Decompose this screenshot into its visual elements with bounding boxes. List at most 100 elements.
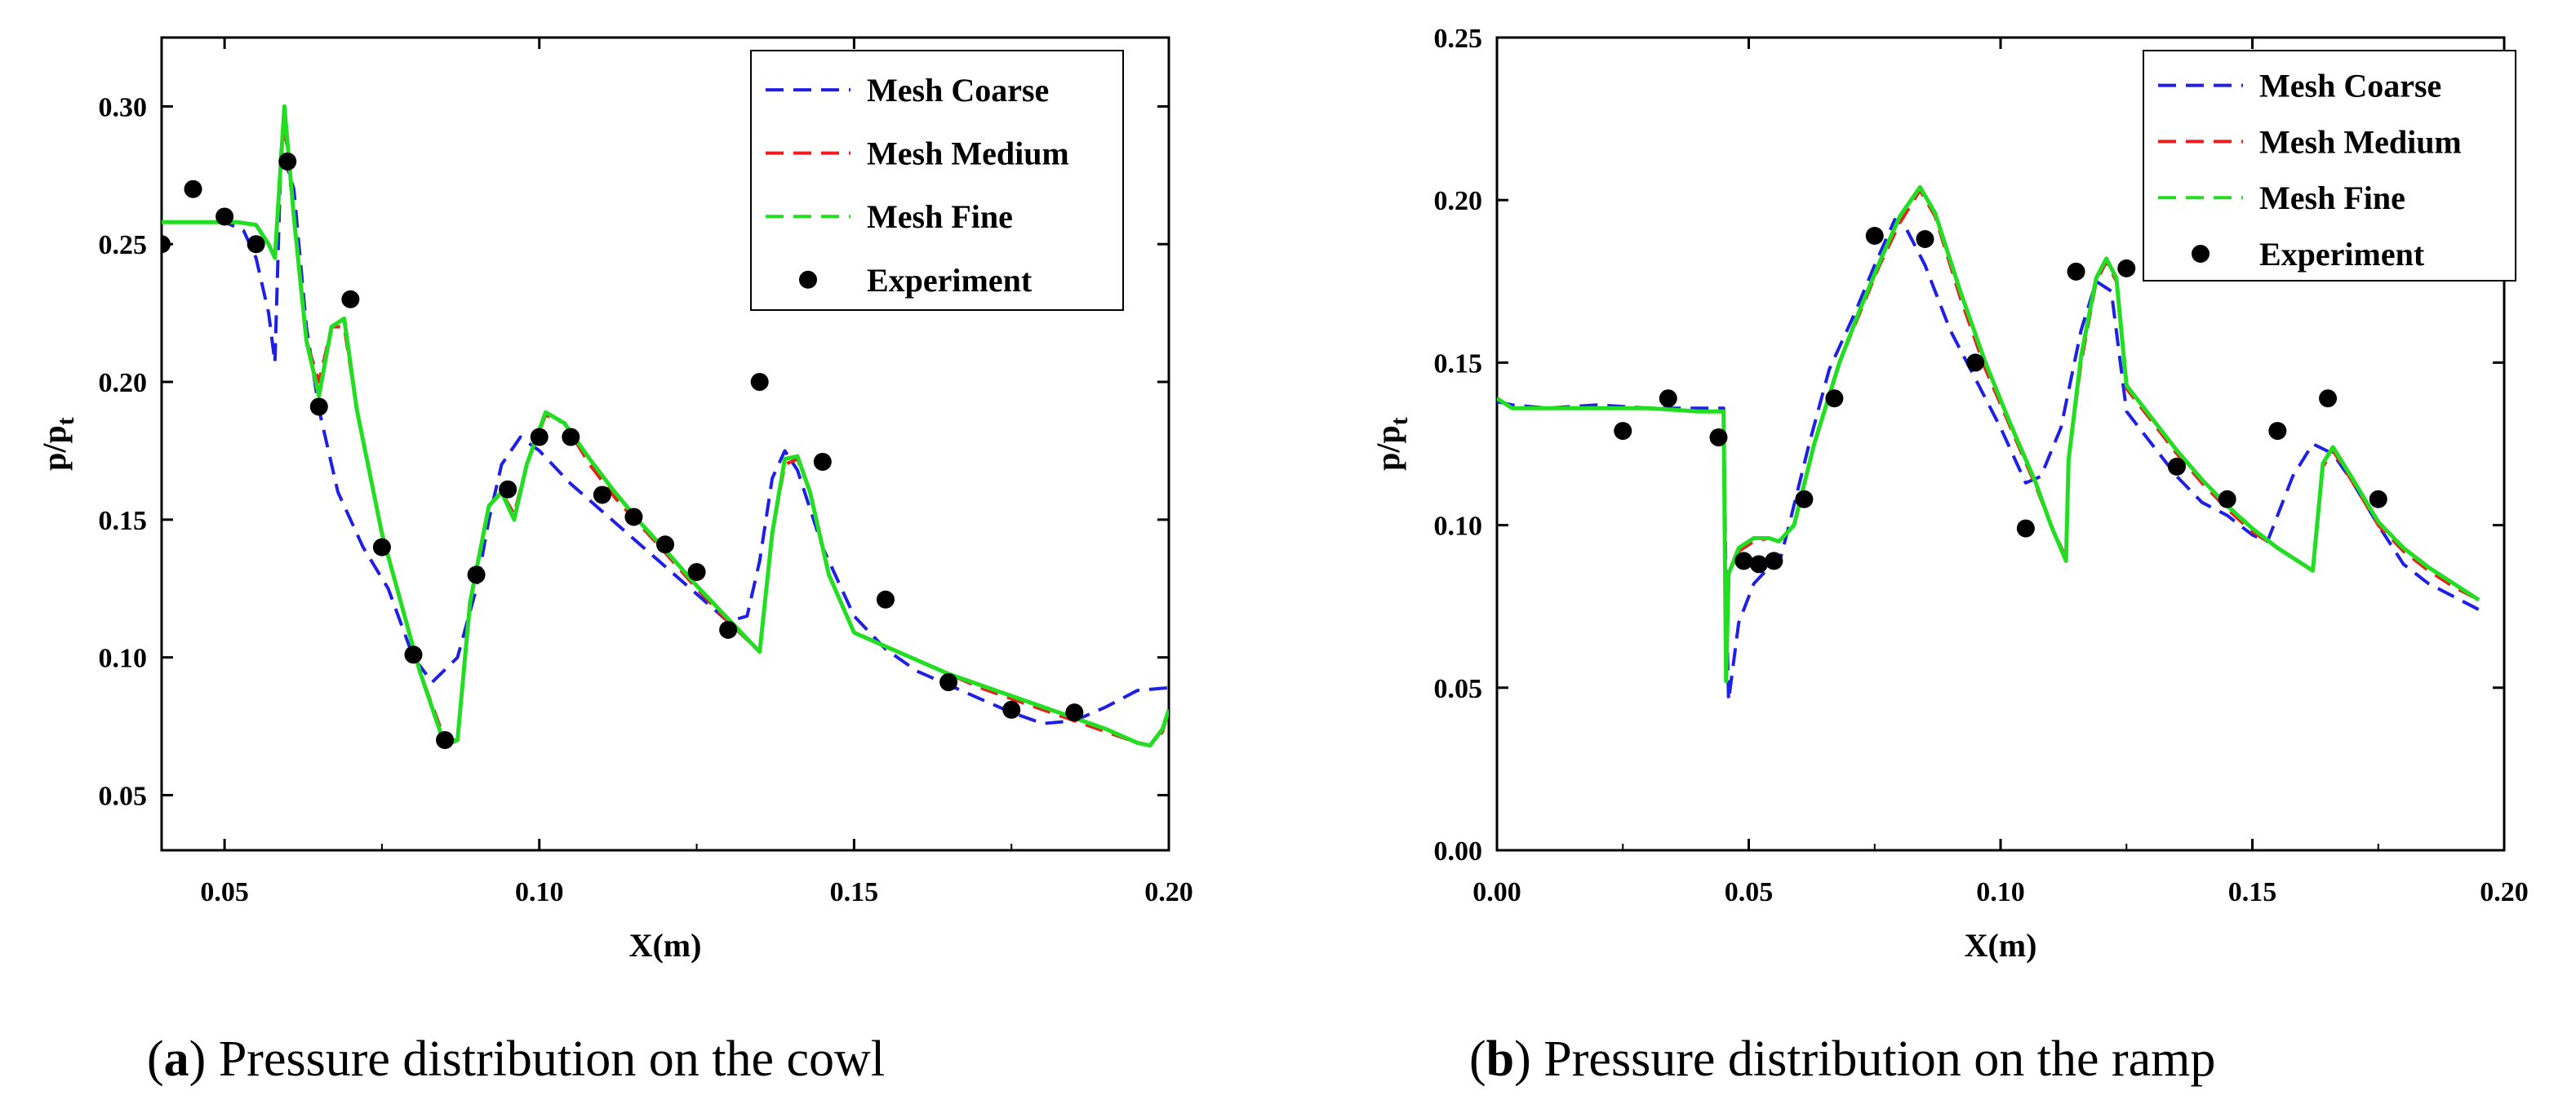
legend-label-b-0: Mesh Coarse <box>2259 68 2441 104</box>
legend-marker-a-3 <box>799 270 817 289</box>
x-tick-label-a-2: 0.15 <box>830 877 879 907</box>
experiment-point-b-11 <box>2016 519 2035 538</box>
panel-b-ramp: 0.00 0.05 0.10 0.15 0.20 0.00 0.05 0.10 0.15 0.20… <box>1370 24 2529 1087</box>
legend-label-a-3: Experiment <box>867 262 1033 299</box>
y-axis-title-sub-b: t <box>1386 417 1413 425</box>
experiment-point-b-4 <box>1749 555 1768 574</box>
legend-box-a <box>750 50 1124 311</box>
y-tick-label-a-5: 0.30 <box>99 92 148 122</box>
y-tick-label-a-0: 0.05 <box>99 781 148 811</box>
experiment-point-a-20 <box>813 452 832 471</box>
experiment-point-b-7 <box>1825 389 1844 408</box>
experiment-point-a-22 <box>939 673 958 692</box>
y-tick-label-b-1: 0.05 <box>1434 674 1483 704</box>
experiment-point-b-2 <box>1709 428 1728 447</box>
caption-a: (a) Pressure distribution on the cowl <box>147 1031 885 1087</box>
caption-letter-b: b <box>1486 1031 1514 1087</box>
experiment-point-a-18 <box>719 620 738 639</box>
experiment-point-a-15 <box>624 508 643 526</box>
experiment-point-a-5 <box>309 397 328 416</box>
experiment-point-b-17 <box>2319 389 2338 408</box>
y-axis-title-b: p/pt <box>1370 417 1413 471</box>
experiment-point-b-0 <box>1614 422 1632 441</box>
legend-marker-b-3 <box>2192 244 2210 263</box>
experiment-point-b-18 <box>2369 490 2387 508</box>
legend-b: Mesh Coarse Mesh Medium Mesh Fine Experimen… <box>2143 50 2516 282</box>
x-tick-label-b-0: 0.00 <box>1472 877 1521 907</box>
y-axis-title-sub-a: t <box>52 417 79 425</box>
experiment-point-b-6 <box>1795 490 1814 508</box>
legend-box-b <box>2143 50 2516 282</box>
experiment-point-b-13 <box>2117 259 2136 277</box>
caption-open-paren-a: ( <box>147 1031 164 1087</box>
series-line-mesh-fine-b <box>1497 184 2481 684</box>
panel-a-cowl: 0.05 0.10 0.15 0.20 0.05 0.10 0.15 0.20 0.25 0.30… <box>36 36 1193 1087</box>
experiment-point-a-21 <box>876 590 895 609</box>
experiment-point-a-9 <box>436 730 455 749</box>
x-axis-title-a: X(m) <box>629 927 702 964</box>
experiment-point-a-2 <box>215 207 234 226</box>
experiment-point-a-1 <box>184 180 202 198</box>
experiment-point-a-13 <box>562 428 580 446</box>
experiment-point-b-8 <box>1865 227 1884 246</box>
experiment-point-a-23 <box>1002 700 1021 719</box>
x-tick-label-a-0: 0.05 <box>200 877 249 907</box>
series-line-mesh-fine-a <box>162 104 1169 748</box>
y-axis-title-main-a: p/p <box>36 425 73 471</box>
caption-close-paren-a: ) <box>189 1031 219 1087</box>
y-tick-label-b-0: 0.00 <box>1434 836 1483 867</box>
legend-label-a-1: Mesh Medium <box>867 135 1069 172</box>
experiment-point-a-24 <box>1065 703 1084 722</box>
series-line-mesh-medium-a <box>162 118 1169 747</box>
experiment-point-b-5 <box>1765 552 1783 570</box>
experiment-point-a-3 <box>246 235 265 254</box>
caption-b: (b) Pressure distribution on the ramp <box>1469 1031 2215 1087</box>
experiment-point-a-17 <box>687 562 706 581</box>
experiment-point-b-3 <box>1734 552 1753 570</box>
experiment-point-a-19 <box>750 373 769 392</box>
caption-text-a: Pressure distribution on the cowl <box>219 1031 885 1087</box>
experiment-point-b-12 <box>2067 262 2085 281</box>
experiment-point-b-10 <box>1966 353 1985 372</box>
x-tick-label-b-2: 0.10 <box>1976 877 2025 907</box>
y-tick-label-b-5: 0.25 <box>1434 24 1483 54</box>
plot-frame-a <box>160 36 1170 852</box>
experiment-point-b-16 <box>2268 422 2287 441</box>
legend-a: Mesh Coarse Mesh Medium Mesh Fine Experimen… <box>750 50 1124 311</box>
y-axis-title-main-b: p/p <box>1370 425 1406 471</box>
legend-label-a-0: Mesh Coarse <box>867 72 1049 109</box>
x-tick-label-a-3: 0.20 <box>1144 877 1193 907</box>
experiment-point-a-12 <box>530 428 549 446</box>
legend-label-a-2: Mesh Fine <box>867 198 1013 235</box>
caption-open-paren-b: ( <box>1469 1031 1486 1087</box>
y-axis-title-a: p/pt <box>36 417 79 471</box>
caption-close-paren-b: ) <box>1514 1031 1543 1087</box>
experiment-point-a-11 <box>499 480 517 499</box>
y-tick-label-b-4: 0.20 <box>1434 186 1483 216</box>
experiment-point-a-4 <box>278 152 297 171</box>
experiment-point-b-1 <box>1659 389 1677 408</box>
x-axis-title-b: X(m) <box>1965 927 2037 964</box>
x-tick-label-b-4: 0.20 <box>2480 877 2529 907</box>
y-tick-label-a-3: 0.20 <box>99 368 148 398</box>
y-tick-label-b-3: 0.15 <box>1434 348 1483 379</box>
y-tick-label-a-4: 0.25 <box>99 230 148 260</box>
experiment-point-b-9 <box>1916 230 1934 249</box>
x-tick-label-b-3: 0.15 <box>2228 877 2277 907</box>
y-tick-label-a-1: 0.10 <box>99 644 148 674</box>
experiment-point-a-8 <box>404 645 423 664</box>
legend-label-b-2: Mesh Fine <box>2259 180 2405 216</box>
legend-label-b-1: Mesh Medium <box>2259 123 2462 160</box>
y-tick-label-b-2: 0.10 <box>1434 512 1483 542</box>
x-tick-label-a-1: 0.10 <box>515 877 564 907</box>
legend-label-b-3: Experiment <box>2259 236 2425 273</box>
caption-letter-a: a <box>164 1031 189 1087</box>
experiment-point-a-6 <box>341 290 360 308</box>
caption-text-b: Pressure distribution on the ramp <box>1543 1031 2215 1087</box>
experiment-point-b-14 <box>2167 457 2186 476</box>
experiment-point-a-10 <box>467 565 486 584</box>
experiment-point-a-16 <box>656 535 674 554</box>
y-tick-label-a-2: 0.15 <box>99 506 148 536</box>
experiment-point-b-15 <box>2218 490 2236 508</box>
